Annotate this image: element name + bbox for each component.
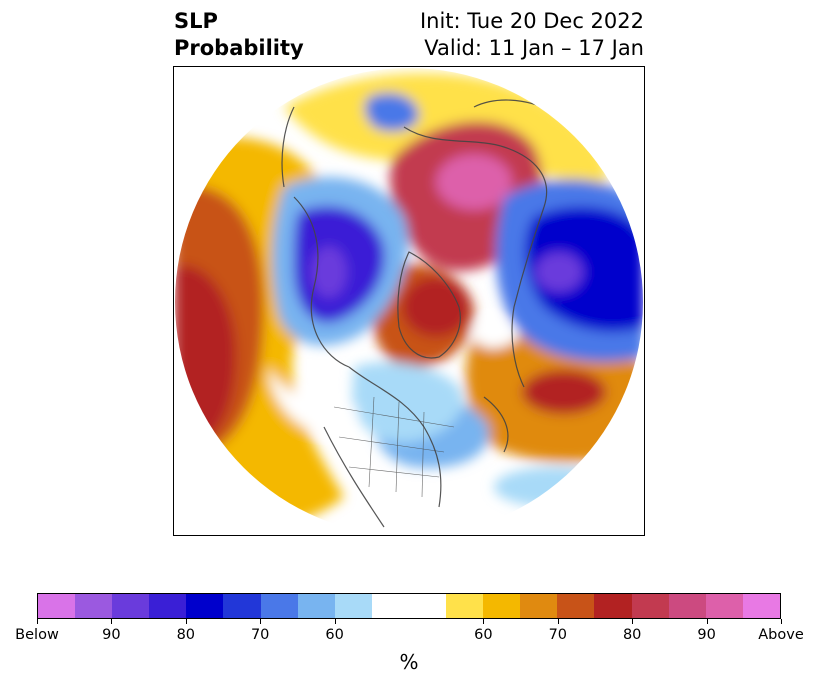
colorbar-segment xyxy=(483,594,521,618)
coastlines xyxy=(281,99,555,528)
colorbar-segment xyxy=(112,594,150,618)
below-eastern-us-light xyxy=(352,362,463,443)
colorbar-segment xyxy=(297,594,335,618)
below-pacific-peak xyxy=(535,252,583,292)
colorbar-segment xyxy=(594,594,632,618)
colorbar-segment xyxy=(334,594,372,618)
valid-range: Valid: 11 Jan – 17 Jan xyxy=(424,36,644,60)
colorbar-segment xyxy=(520,594,558,618)
map-title: SLP Probability xyxy=(174,8,304,62)
colorbar-segment xyxy=(223,594,261,618)
map-dates: Init: Tue 20 Dec 2022 Valid: 11 Jan – 17… xyxy=(420,8,644,62)
colorbar-segment xyxy=(149,594,187,618)
colorbar-tick-label: 90 xyxy=(102,627,121,643)
above-greenland-core xyxy=(402,277,470,337)
below-pacific-core xyxy=(525,206,643,332)
colorbar-segment xyxy=(371,594,409,618)
colorbar-segment xyxy=(260,594,298,618)
colorbar-segment xyxy=(742,594,780,618)
state-borders xyxy=(333,396,455,498)
colorbar-segment xyxy=(408,594,447,618)
title-type: Probability xyxy=(174,36,304,60)
colorbar-segment xyxy=(705,594,743,618)
colorbar-segment xyxy=(38,594,76,618)
neutral-channel-east xyxy=(474,321,519,349)
colorbar-tick-label: Above xyxy=(758,627,804,643)
colorbar-segment xyxy=(186,594,224,618)
colorbar-tick-mark xyxy=(334,619,336,624)
colorbar-segment xyxy=(668,594,706,618)
colorbar-tick-label: 80 xyxy=(176,627,196,643)
above-arctic-peak xyxy=(436,154,512,210)
title-variable: SLP xyxy=(174,9,218,33)
neutral-channel xyxy=(269,367,359,431)
below-canada-peak xyxy=(311,246,347,298)
colorbar-tick-label: 70 xyxy=(250,627,270,643)
colorbar-tick-mark xyxy=(706,619,708,624)
colorbar-tick-mark xyxy=(37,619,38,624)
colorbar-tick-label: Below xyxy=(15,627,59,643)
above-atlantic-core xyxy=(522,370,606,414)
colorbar-tick-label: 60 xyxy=(474,627,493,643)
colorbar-segment xyxy=(75,594,113,618)
colorbar-tick-mark xyxy=(781,619,782,624)
colorbar-segment xyxy=(446,594,484,618)
colorbar-tick-mark xyxy=(483,619,485,624)
colorbar-tick-label: 80 xyxy=(622,627,642,643)
colorbar-segment xyxy=(631,594,669,618)
colorbar-tick-mark xyxy=(632,619,634,624)
init-date: Init: Tue 20 Dec 2022 xyxy=(419,9,644,33)
colorbar xyxy=(37,593,781,619)
colorbar-tick-mark xyxy=(260,619,262,624)
colorbar-tick-mark xyxy=(185,619,187,624)
colorbar-segment xyxy=(557,594,595,618)
colorbar-tick-label: 70 xyxy=(548,627,568,643)
below-atlantic-south xyxy=(494,467,614,507)
probability-map xyxy=(173,66,645,536)
colorbar-label: % xyxy=(399,650,419,674)
colorbar-tick-label: 90 xyxy=(697,627,716,643)
below-arctic-small xyxy=(364,93,419,132)
colorbar-tick-mark xyxy=(557,619,559,624)
colorbar-tick-mark xyxy=(111,619,113,624)
colorbar-tick-label: 60 xyxy=(325,627,344,643)
